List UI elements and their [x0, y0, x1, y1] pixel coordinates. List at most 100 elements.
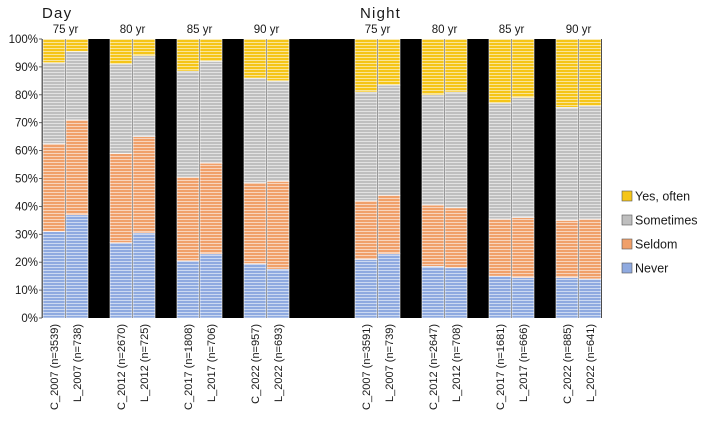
- bar-segment-hatch: [200, 39, 222, 62]
- x-tick-label: C_2017 (n=1808): [183, 324, 195, 410]
- bar-segment-hatch: [378, 39, 400, 86]
- bar-segment-hatch: [489, 218, 511, 277]
- bar-segment-hatch: [43, 143, 65, 232]
- bar-segment-hatch: [110, 242, 132, 318]
- legend-label: Yes, often: [635, 190, 690, 204]
- bar-segment-hatch: [244, 263, 266, 318]
- x-tick-label: C_2007 (n=3539): [49, 324, 61, 410]
- bar-segment-hatch: [66, 51, 88, 120]
- labels: Day 75 yr C_2007 (n=3539) L_2007 (n=738) 80 …: [42, 5, 597, 410]
- bar-segment-hatch: [177, 71, 199, 178]
- y-tick-label: 70%: [15, 118, 38, 130]
- bar-segment-hatch: [489, 276, 511, 318]
- x-tick-label: C_2012 (n=2670): [116, 324, 128, 410]
- age-group-label: 75 yr: [53, 24, 79, 36]
- bar-segment-hatch: [267, 269, 289, 318]
- bar-segment-hatch: [422, 94, 444, 206]
- y-tick-label: 10%: [15, 285, 38, 297]
- legend-swatch: [621, 238, 633, 250]
- bar-segment-hatch: [110, 153, 132, 243]
- legend-label: Sometimes: [635, 214, 698, 228]
- bar-segment-hatch: [556, 107, 578, 221]
- x-tick-label: L_2017 (n=666): [518, 324, 530, 402]
- bar-segment-hatch: [445, 39, 467, 93]
- bar-segment-hatch: [579, 278, 601, 318]
- bar-segment-hatch: [422, 39, 444, 95]
- bar-segment-hatch: [200, 253, 222, 318]
- bar-segment-hatch: [43, 39, 65, 63]
- age-group-label: 85 yr: [499, 24, 525, 36]
- bar-segment-hatch: [579, 105, 601, 219]
- x-tick-label: C_2017 (n=1681): [495, 324, 507, 410]
- age-group-label: 75 yr: [365, 24, 391, 36]
- bar-segment-hatch: [512, 277, 534, 318]
- age-group-label: 80 yr: [120, 24, 146, 36]
- bar-segment-hatch: [378, 85, 400, 196]
- y-tick-label: 60%: [15, 146, 38, 158]
- legend-label: Seldom: [635, 238, 677, 252]
- y-tick-label: 30%: [15, 229, 38, 241]
- bar-segment-hatch: [177, 177, 199, 261]
- age-group-label: 80 yr: [432, 24, 458, 36]
- y-tick-label: 40%: [15, 201, 38, 213]
- bar-segment-hatch: [489, 39, 511, 104]
- y-tick-label: 50%: [15, 174, 38, 186]
- bar-segment-hatch: [133, 232, 155, 318]
- x-tick-label: L_2007 (n=739): [384, 324, 396, 402]
- x-tick-label: C_2012 (n=2647): [428, 324, 440, 410]
- bars: [42, 38, 602, 319]
- bar-segment-hatch: [445, 207, 467, 268]
- x-tick-label: L_2012 (n=708): [451, 324, 463, 402]
- bar-segment-hatch: [489, 103, 511, 219]
- y-tick-label: 100%: [9, 34, 38, 46]
- legend-label: Never: [635, 262, 668, 276]
- bar-segment-hatch: [267, 181, 289, 270]
- x-tick-label: C_2007 (n=3591): [361, 324, 373, 410]
- bar-segment-hatch: [133, 136, 155, 233]
- bar-segment-hatch: [200, 61, 222, 164]
- bar-segment-hatch: [177, 260, 199, 318]
- bar-segment-hatch: [66, 39, 88, 52]
- panel-title-night: Night: [360, 5, 401, 22]
- bar-segment-hatch: [512, 217, 534, 278]
- y-tick-label: 80%: [15, 90, 38, 102]
- x-tick-label: C_2022 (n=885): [562, 324, 574, 404]
- bar-segment-hatch: [355, 259, 377, 318]
- bar-segment-hatch: [579, 39, 601, 106]
- x-tick-label: C_2022 (n=957): [250, 324, 262, 404]
- x-tick-label: L_2017 (n=706): [206, 324, 218, 402]
- bar-segment-hatch: [133, 55, 155, 137]
- age-group-label: 85 yr: [187, 24, 213, 36]
- age-group-label: 90 yr: [566, 24, 592, 36]
- bar-segment-hatch: [512, 39, 534, 98]
- legend-swatch: [621, 214, 633, 226]
- bar-segment-hatch: [43, 231, 65, 318]
- bar-segment-hatch: [244, 78, 266, 183]
- bar-segment-hatch: [355, 92, 377, 201]
- bar-segment-hatch: [579, 218, 601, 279]
- bar-segment-hatch: [445, 267, 467, 318]
- bar-segment-hatch: [512, 97, 534, 218]
- x-tick-label: L_2022 (n=641): [585, 324, 597, 402]
- bar-segment-hatch: [445, 92, 467, 208]
- x-tick-label: L_2007 (n=738): [72, 324, 84, 402]
- bar-segment-hatch: [378, 195, 400, 254]
- x-tick-label: L_2022 (n=693): [273, 324, 285, 402]
- age-group-label: 90 yr: [254, 24, 280, 36]
- bar-segment-hatch: [177, 39, 199, 72]
- bar-segment-hatch: [556, 220, 578, 278]
- bar-segment-hatch: [355, 39, 377, 93]
- bar-segment-hatch: [267, 39, 289, 81]
- bar-segment-hatch: [43, 62, 65, 144]
- x-tick-label: L_2012 (n=725): [139, 324, 151, 402]
- bar-segment-hatch: [244, 182, 266, 264]
- legend-swatch: [621, 262, 633, 274]
- bar-segment-hatch: [422, 205, 444, 267]
- panel-title-day: Day: [42, 5, 72, 22]
- bar-segment-hatch: [556, 277, 578, 318]
- y-tick-label: 0%: [21, 313, 38, 325]
- y-tick-label: 90%: [15, 62, 38, 74]
- bar-segment-hatch: [110, 39, 132, 65]
- bar-segment-hatch: [267, 80, 289, 182]
